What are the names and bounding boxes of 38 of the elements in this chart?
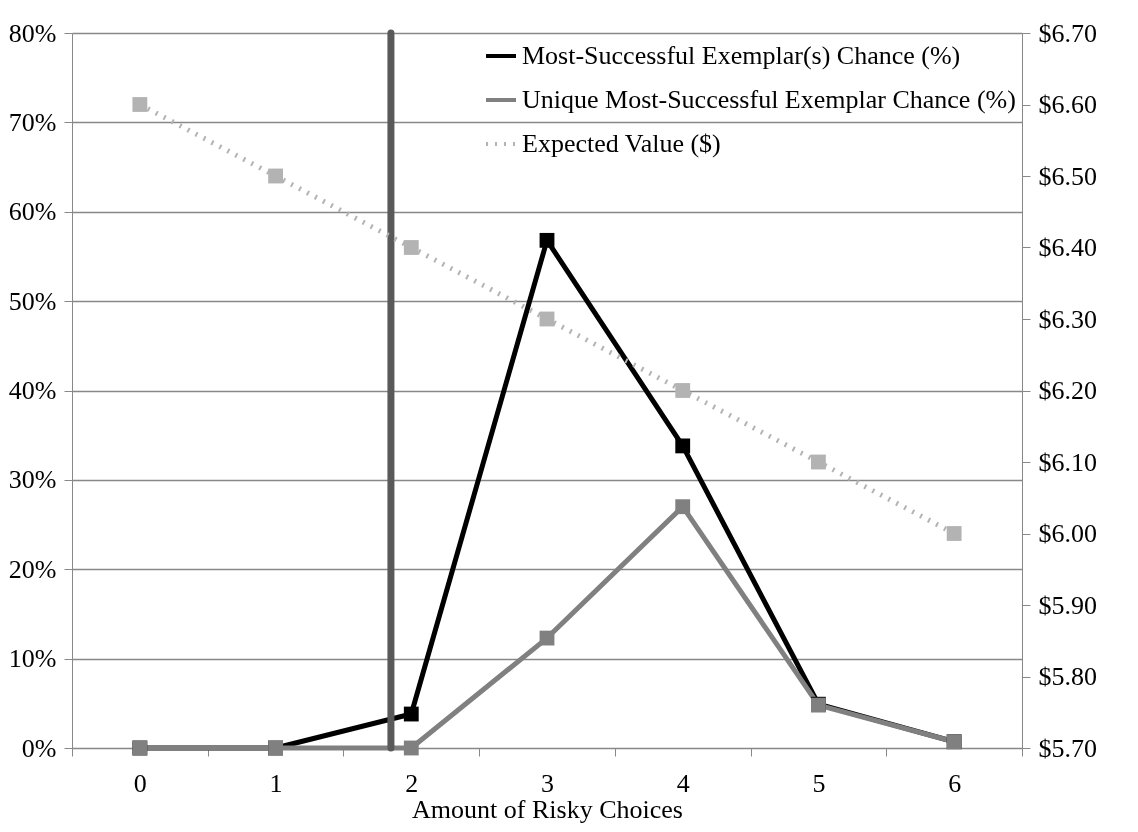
- point: [268, 168, 283, 184]
- legend-label: Expected Value ($): [522, 129, 721, 158]
- y-tick-label: 0%: [21, 733, 57, 763]
- y2-tick-label: $5.90: [1038, 590, 1097, 620]
- legend-label: Unique Most-Successful Exemplar Chance (%): [522, 85, 1016, 114]
- y-tick-label: 30%: [8, 465, 57, 495]
- y2-tick-label: $6.70: [1038, 18, 1097, 48]
- x-tick-label: 1: [269, 768, 283, 798]
- y-tick-label: 40%: [8, 376, 57, 405]
- point: [403, 240, 419, 255]
- x-tick-label: 5: [812, 768, 826, 798]
- point: [539, 232, 555, 248]
- y2-tick-label: $6.50: [1038, 161, 1097, 191]
- y2-tick-label: $6.20: [1038, 376, 1097, 405]
- y-tick-label: 10%: [8, 644, 57, 674]
- y2-tick-label: $6.40: [1038, 233, 1097, 262]
- legend-label: Most-Successful Exemplar(s) Chance (%): [522, 41, 961, 70]
- y2-tick-label: $6.00: [1038, 519, 1097, 548]
- point: [403, 706, 419, 722]
- point: [675, 438, 691, 454]
- point: [811, 454, 826, 470]
- y-tick-label: 70%: [8, 107, 57, 137]
- x-tick-label: 6: [948, 768, 962, 798]
- y2-tick-label: $6.30: [1038, 304, 1097, 334]
- point: [675, 383, 691, 398]
- point: [132, 97, 148, 112]
- y-tick-label: 20%: [8, 554, 57, 584]
- point: [946, 526, 962, 541]
- y-tick-label: 80%: [8, 18, 57, 48]
- y2-tick-label: $5.80: [1038, 662, 1097, 691]
- point: [675, 499, 691, 515]
- y-tick-label: 60%: [8, 197, 57, 227]
- y2-tick-label: $6.60: [1038, 90, 1097, 119]
- x-tick-label: 0: [133, 768, 147, 798]
- point: [403, 740, 419, 756]
- y-tick-label: 50%: [8, 286, 57, 316]
- y2-tick-label: $5.70: [1038, 733, 1097, 763]
- y2-tick-label: $6.10: [1038, 447, 1097, 477]
